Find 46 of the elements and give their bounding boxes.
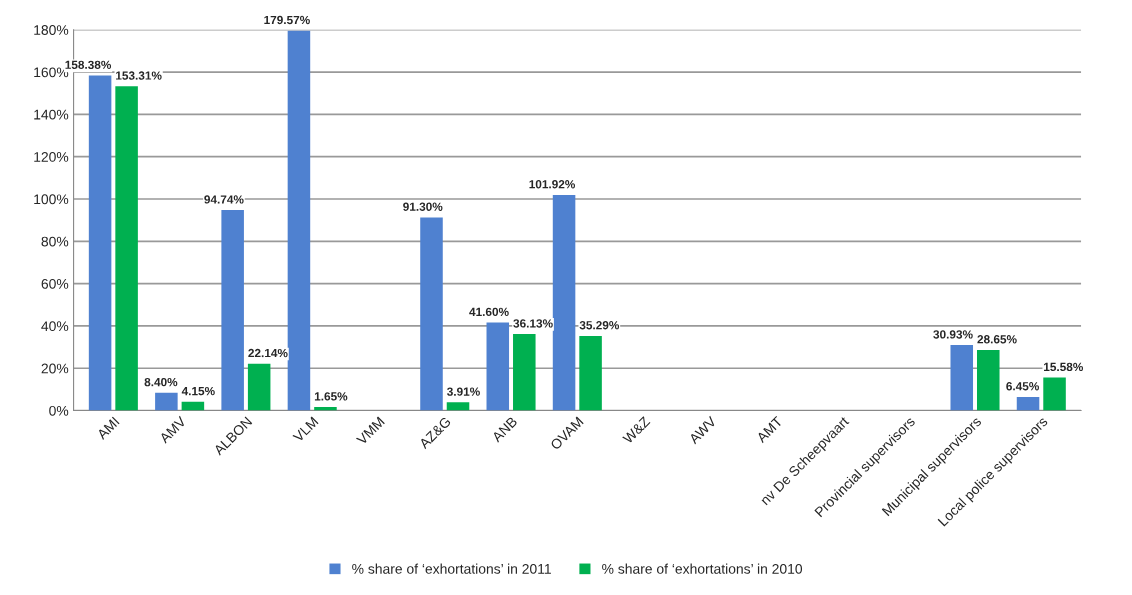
- x-tick-label: AMI: [96, 416, 120, 440]
- legend-label: % share of ‘exhortations’ in 2011: [352, 563, 551, 574]
- data-label: 22.14%: [248, 348, 288, 358]
- legend-label: % share of ‘exhortations’ in 2010: [602, 563, 803, 574]
- bar: [579, 335, 602, 411]
- bar: [287, 30, 311, 411]
- y-tick-label: 160%: [34, 67, 69, 78]
- data-label: 36.13%: [513, 319, 553, 328]
- data-label: 101.92%: [529, 180, 576, 189]
- bar: [950, 345, 974, 411]
- bar: [247, 363, 271, 411]
- data-label: 153.31%: [116, 71, 162, 80]
- data-label: 6.45%: [1006, 382, 1039, 391]
- data-label: 35.29%: [579, 321, 620, 330]
- data-label: 8.40%: [144, 377, 178, 387]
- data-label: 28.65%: [977, 335, 1017, 344]
- data-label: 30.93%: [933, 330, 973, 339]
- data-label: 41.60%: [469, 307, 509, 317]
- data-label: 94.74%: [204, 195, 244, 204]
- bar: [1043, 377, 1066, 411]
- y-tick-label: 120%: [34, 152, 69, 162]
- bar: [513, 334, 536, 411]
- y-tick-label: 40%: [41, 321, 69, 332]
- y-tick-label: 80%: [41, 236, 69, 247]
- y-tick-label: 100%: [34, 194, 69, 205]
- bar: [155, 392, 178, 411]
- bar: [420, 217, 443, 411]
- data-label: 15.58%: [1044, 362, 1084, 372]
- bar: [977, 349, 1000, 411]
- y-tick-label: 0%: [49, 405, 69, 416]
- y-tick-label: 180%: [34, 25, 69, 35]
- bar: [486, 322, 510, 411]
- data-label: 4.15%: [181, 386, 215, 396]
- bar: [446, 402, 470, 411]
- y-tick-label: 60%: [41, 278, 69, 289]
- y-tick-label: 140%: [34, 109, 69, 120]
- data-label: 179.57%: [264, 15, 310, 25]
- bar: [1016, 396, 1040, 411]
- data-label: 1.65%: [314, 392, 348, 401]
- bar: [115, 86, 138, 411]
- data-label: 91.30%: [403, 202, 443, 211]
- y-tick-label: 20%: [41, 363, 69, 374]
- bar: [221, 210, 244, 411]
- data-label: 158.38%: [65, 60, 112, 69]
- bar: [552, 194, 576, 411]
- data-label: 3.91%: [447, 387, 480, 396]
